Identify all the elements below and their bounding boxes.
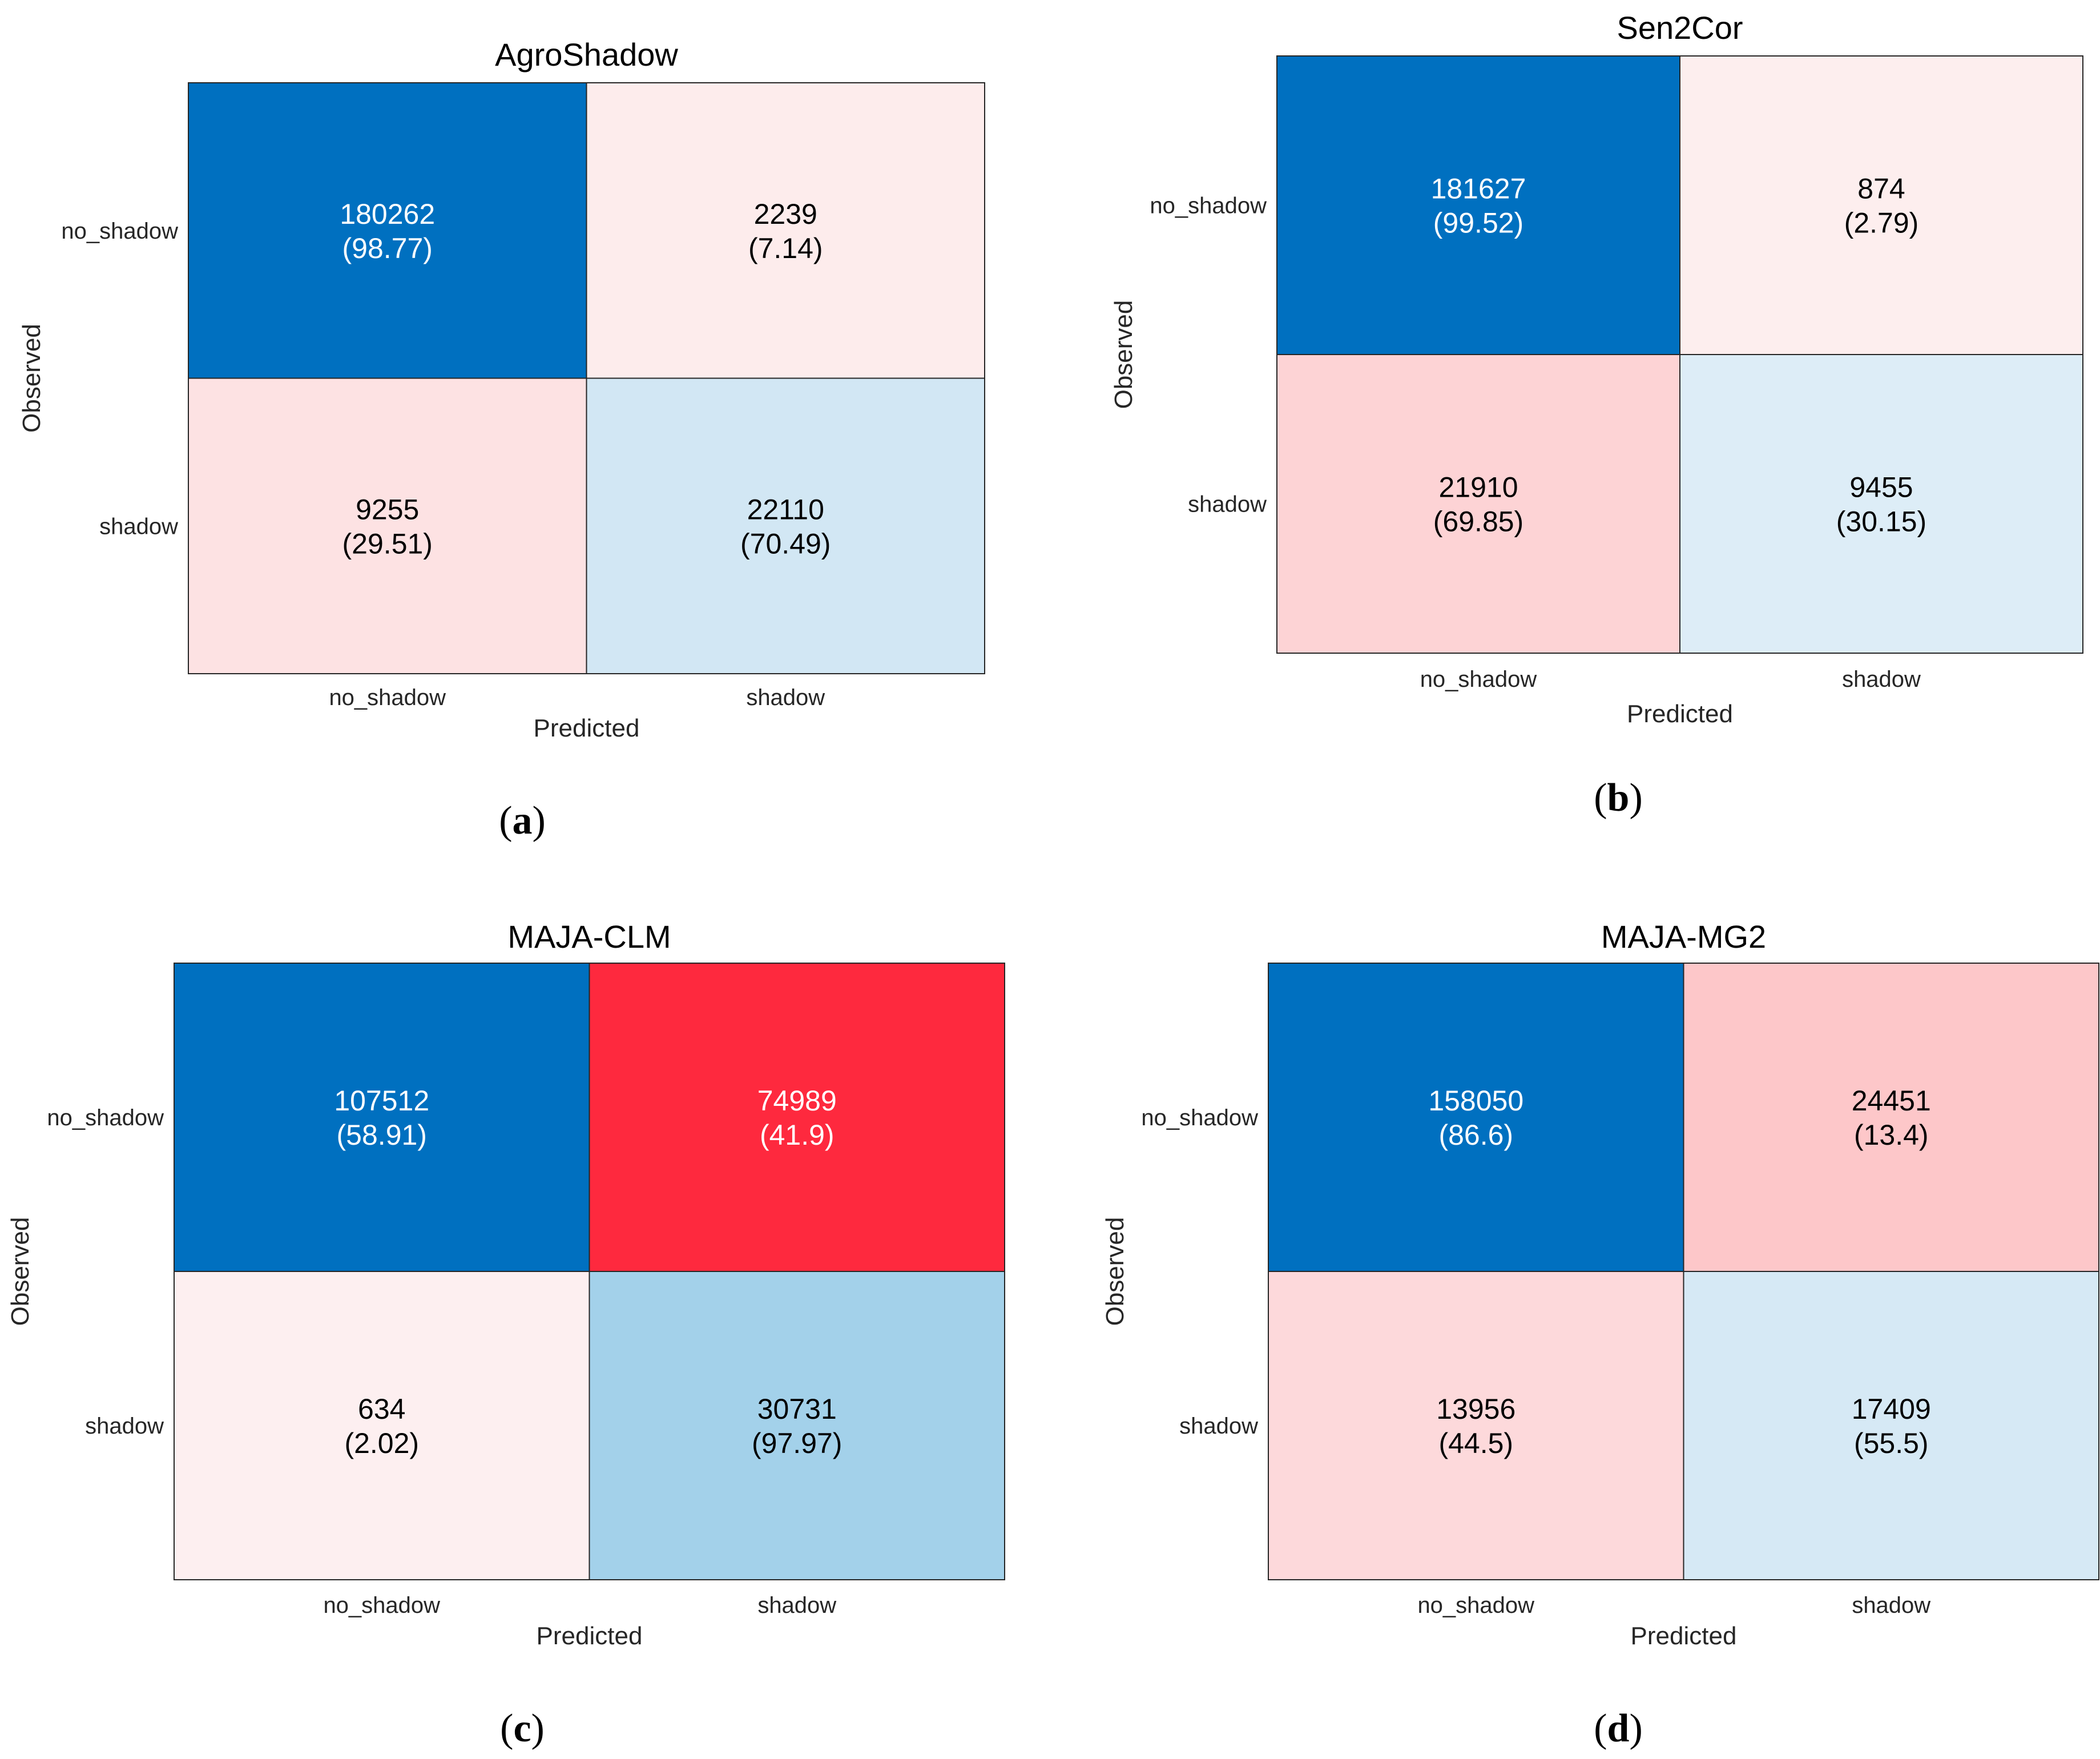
x-axis-label: Predicted	[537, 1622, 643, 1650]
y-axis-label: Observed	[1110, 300, 1138, 409]
heatmap-cell	[589, 963, 1005, 1272]
cell-count: 13956	[1436, 1393, 1515, 1425]
cell-count: 874	[1857, 173, 1905, 205]
cell-count: 21910	[1438, 472, 1518, 504]
cell-count: 24451	[1852, 1085, 1931, 1117]
x-tick-label: no_shadow	[1417, 1593, 1534, 1618]
heatmap-cell	[188, 82, 587, 379]
panel-b: Sen2Cor 181627(99.52) 874(2.79) 21910(69.85…	[1110, 10, 2083, 820]
cell-percentage: (41.9)	[760, 1119, 835, 1151]
cell-percentage: (2.79)	[1844, 207, 1919, 239]
cell-count: 2239	[754, 198, 817, 230]
y-tick-label: shadow	[85, 1414, 164, 1439]
heatmap-cell	[586, 82, 985, 379]
panel-a: AgroShadow 180262(98.77) 2239(7.14) 9255(29…	[18, 37, 985, 843]
heatmap-cell	[1268, 963, 1684, 1272]
cell-count: 107512	[334, 1085, 429, 1117]
y-axis-label: Observed	[6, 1217, 34, 1326]
x-axis-label: Predicted	[1627, 700, 1733, 728]
cell-percentage: (70.49)	[740, 528, 831, 560]
cell-percentage: (44.5)	[1438, 1427, 1513, 1459]
x-tick-label: no_shadow	[329, 685, 446, 710]
cell-count: 9455	[1849, 472, 1913, 504]
panel-d: MAJA-MG2 158050(86.6) 24451(13.4) 13956(44.…	[1101, 919, 2099, 1750]
cell-percentage: (58.91)	[337, 1119, 427, 1151]
x-tick-label: shadow	[1842, 667, 1921, 692]
panel-caption: (d)	[1594, 1706, 1643, 1750]
cell-percentage: (7.14)	[748, 232, 823, 264]
chart-title: AgroShadow	[495, 37, 678, 73]
cell-percentage: (69.85)	[1433, 506, 1523, 538]
x-axis-label: Predicted	[1631, 1622, 1737, 1650]
x-tick-label: shadow	[1852, 1593, 1930, 1618]
y-tick-label: shadow	[1179, 1414, 1258, 1439]
heatmap-cell	[586, 377, 985, 674]
panel-caption: (c)	[500, 1706, 545, 1750]
y-tick-label: shadow	[99, 514, 178, 539]
panel-c: MAJA-CLM 107512(58.91) 74989(41.9) 634(2.02…	[6, 919, 1005, 1750]
heatmap-cell	[1679, 55, 2083, 355]
panel-caption: (a)	[499, 799, 546, 843]
cell-count: 158050	[1428, 1085, 1523, 1117]
y-axis-label: Observed	[18, 324, 46, 433]
cell-percentage: (97.97)	[752, 1427, 842, 1459]
cell-count: 22110	[747, 493, 824, 525]
heatmap-cell	[1683, 1271, 2099, 1580]
cell-percentage: (55.5)	[1854, 1427, 1929, 1459]
cell-percentage: (30.15)	[1836, 506, 1926, 538]
heatmap-cell	[174, 1271, 590, 1580]
cell-count: 17409	[1852, 1393, 1931, 1425]
panel-letter: d	[1607, 1706, 1630, 1750]
x-tick-label: shadow	[757, 1593, 836, 1618]
heatmap-cell	[1268, 1271, 1684, 1580]
cell-count: 634	[358, 1393, 405, 1425]
panel-letter: b	[1607, 776, 1630, 820]
chart-title: MAJA-CLM	[507, 919, 671, 955]
y-tick-label: no_shadow	[47, 1105, 164, 1130]
chart-title: MAJA-MG2	[1601, 919, 1766, 955]
cell-count: 74989	[757, 1085, 837, 1117]
cell-count: 181627	[1431, 173, 1526, 205]
cell-percentage: (86.6)	[1438, 1119, 1513, 1151]
heatmap-cell	[1276, 55, 1680, 355]
cell-count: 9255	[356, 493, 419, 525]
cell-count: 30731	[757, 1393, 837, 1425]
cell-percentage: (99.52)	[1433, 207, 1523, 239]
x-tick-label: no_shadow	[323, 1593, 440, 1618]
heatmap-cell	[1276, 354, 1680, 654]
y-axis-label: Observed	[1101, 1217, 1129, 1326]
cell-percentage: (29.51)	[342, 528, 433, 560]
x-axis-label: Predicted	[534, 714, 640, 742]
chart-title: Sen2Cor	[1617, 10, 1743, 46]
y-tick-label: no_shadow	[1150, 194, 1267, 219]
x-tick-label: no_shadow	[1420, 667, 1537, 692]
panel-letter: a	[513, 799, 533, 843]
x-tick-label: shadow	[746, 685, 825, 710]
y-tick-label: no_shadow	[61, 219, 178, 244]
cell-percentage: (2.02)	[344, 1427, 419, 1459]
heatmap-cell	[1679, 354, 2083, 654]
cell-count: 180262	[340, 198, 435, 230]
y-tick-label: shadow	[1188, 492, 1267, 517]
heatmap-cell	[188, 377, 587, 674]
heatmap-cell	[1683, 963, 2099, 1272]
y-tick-label: no_shadow	[1141, 1105, 1258, 1130]
panel-caption: (b)	[1594, 776, 1643, 820]
cell-percentage: (98.77)	[342, 232, 433, 264]
panel-letter: c	[513, 1706, 531, 1750]
heatmap-cell	[174, 963, 590, 1272]
heatmap-cell	[589, 1271, 1005, 1580]
cell-percentage: (13.4)	[1854, 1119, 1929, 1151]
